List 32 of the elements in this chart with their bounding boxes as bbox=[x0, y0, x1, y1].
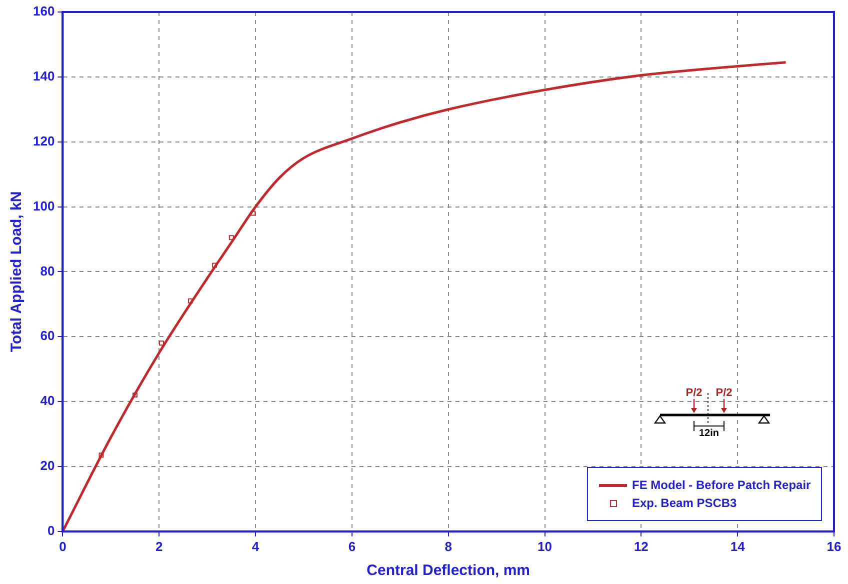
point bbox=[188, 298, 193, 304]
point bbox=[159, 340, 164, 346]
y-tick-label: 160 bbox=[32, 4, 55, 19]
annotation: 12in bbox=[698, 428, 719, 440]
x-tick-label: 2 bbox=[155, 538, 163, 554]
y-tick-label: 120 bbox=[32, 133, 55, 148]
point bbox=[228, 235, 234, 240]
x-tick-label: 14 bbox=[730, 538, 746, 554]
y-tick-label: 100 bbox=[32, 198, 55, 214]
y-tick-label: 80 bbox=[40, 263, 55, 278]
point bbox=[98, 452, 104, 458]
y-tick-label: 40 bbox=[40, 393, 55, 408]
annotation: P/2 bbox=[715, 387, 732, 400]
point bbox=[250, 210, 256, 216]
x-axis-title: Central Deflection, mm bbox=[366, 562, 530, 580]
x-tick-label: 8 bbox=[444, 538, 452, 554]
y-tick-label: 20 bbox=[40, 458, 55, 474]
y-tick-label: 60 bbox=[40, 328, 55, 344]
legend-label: FE Model - Before Patch Repair bbox=[632, 478, 811, 492]
point bbox=[132, 392, 138, 398]
y-axis-title: Total Applied Load, kN bbox=[8, 191, 26, 352]
x-tick-label: 16 bbox=[826, 538, 842, 554]
y-tick-label: 0 bbox=[47, 522, 55, 538]
x-tick-label: 10 bbox=[538, 538, 552, 554]
y-tick-label: 140 bbox=[32, 68, 55, 84]
x-tick-label: 6 bbox=[348, 538, 356, 554]
x-tick-label: 12 bbox=[634, 538, 648, 554]
x-tick-label: 4 bbox=[252, 538, 260, 554]
legend-label: Exp. Beam PSCB3 bbox=[632, 496, 737, 510]
annotation: P/2 bbox=[685, 387, 702, 400]
point bbox=[212, 262, 218, 268]
x-tick-label: 0 bbox=[59, 538, 66, 554]
